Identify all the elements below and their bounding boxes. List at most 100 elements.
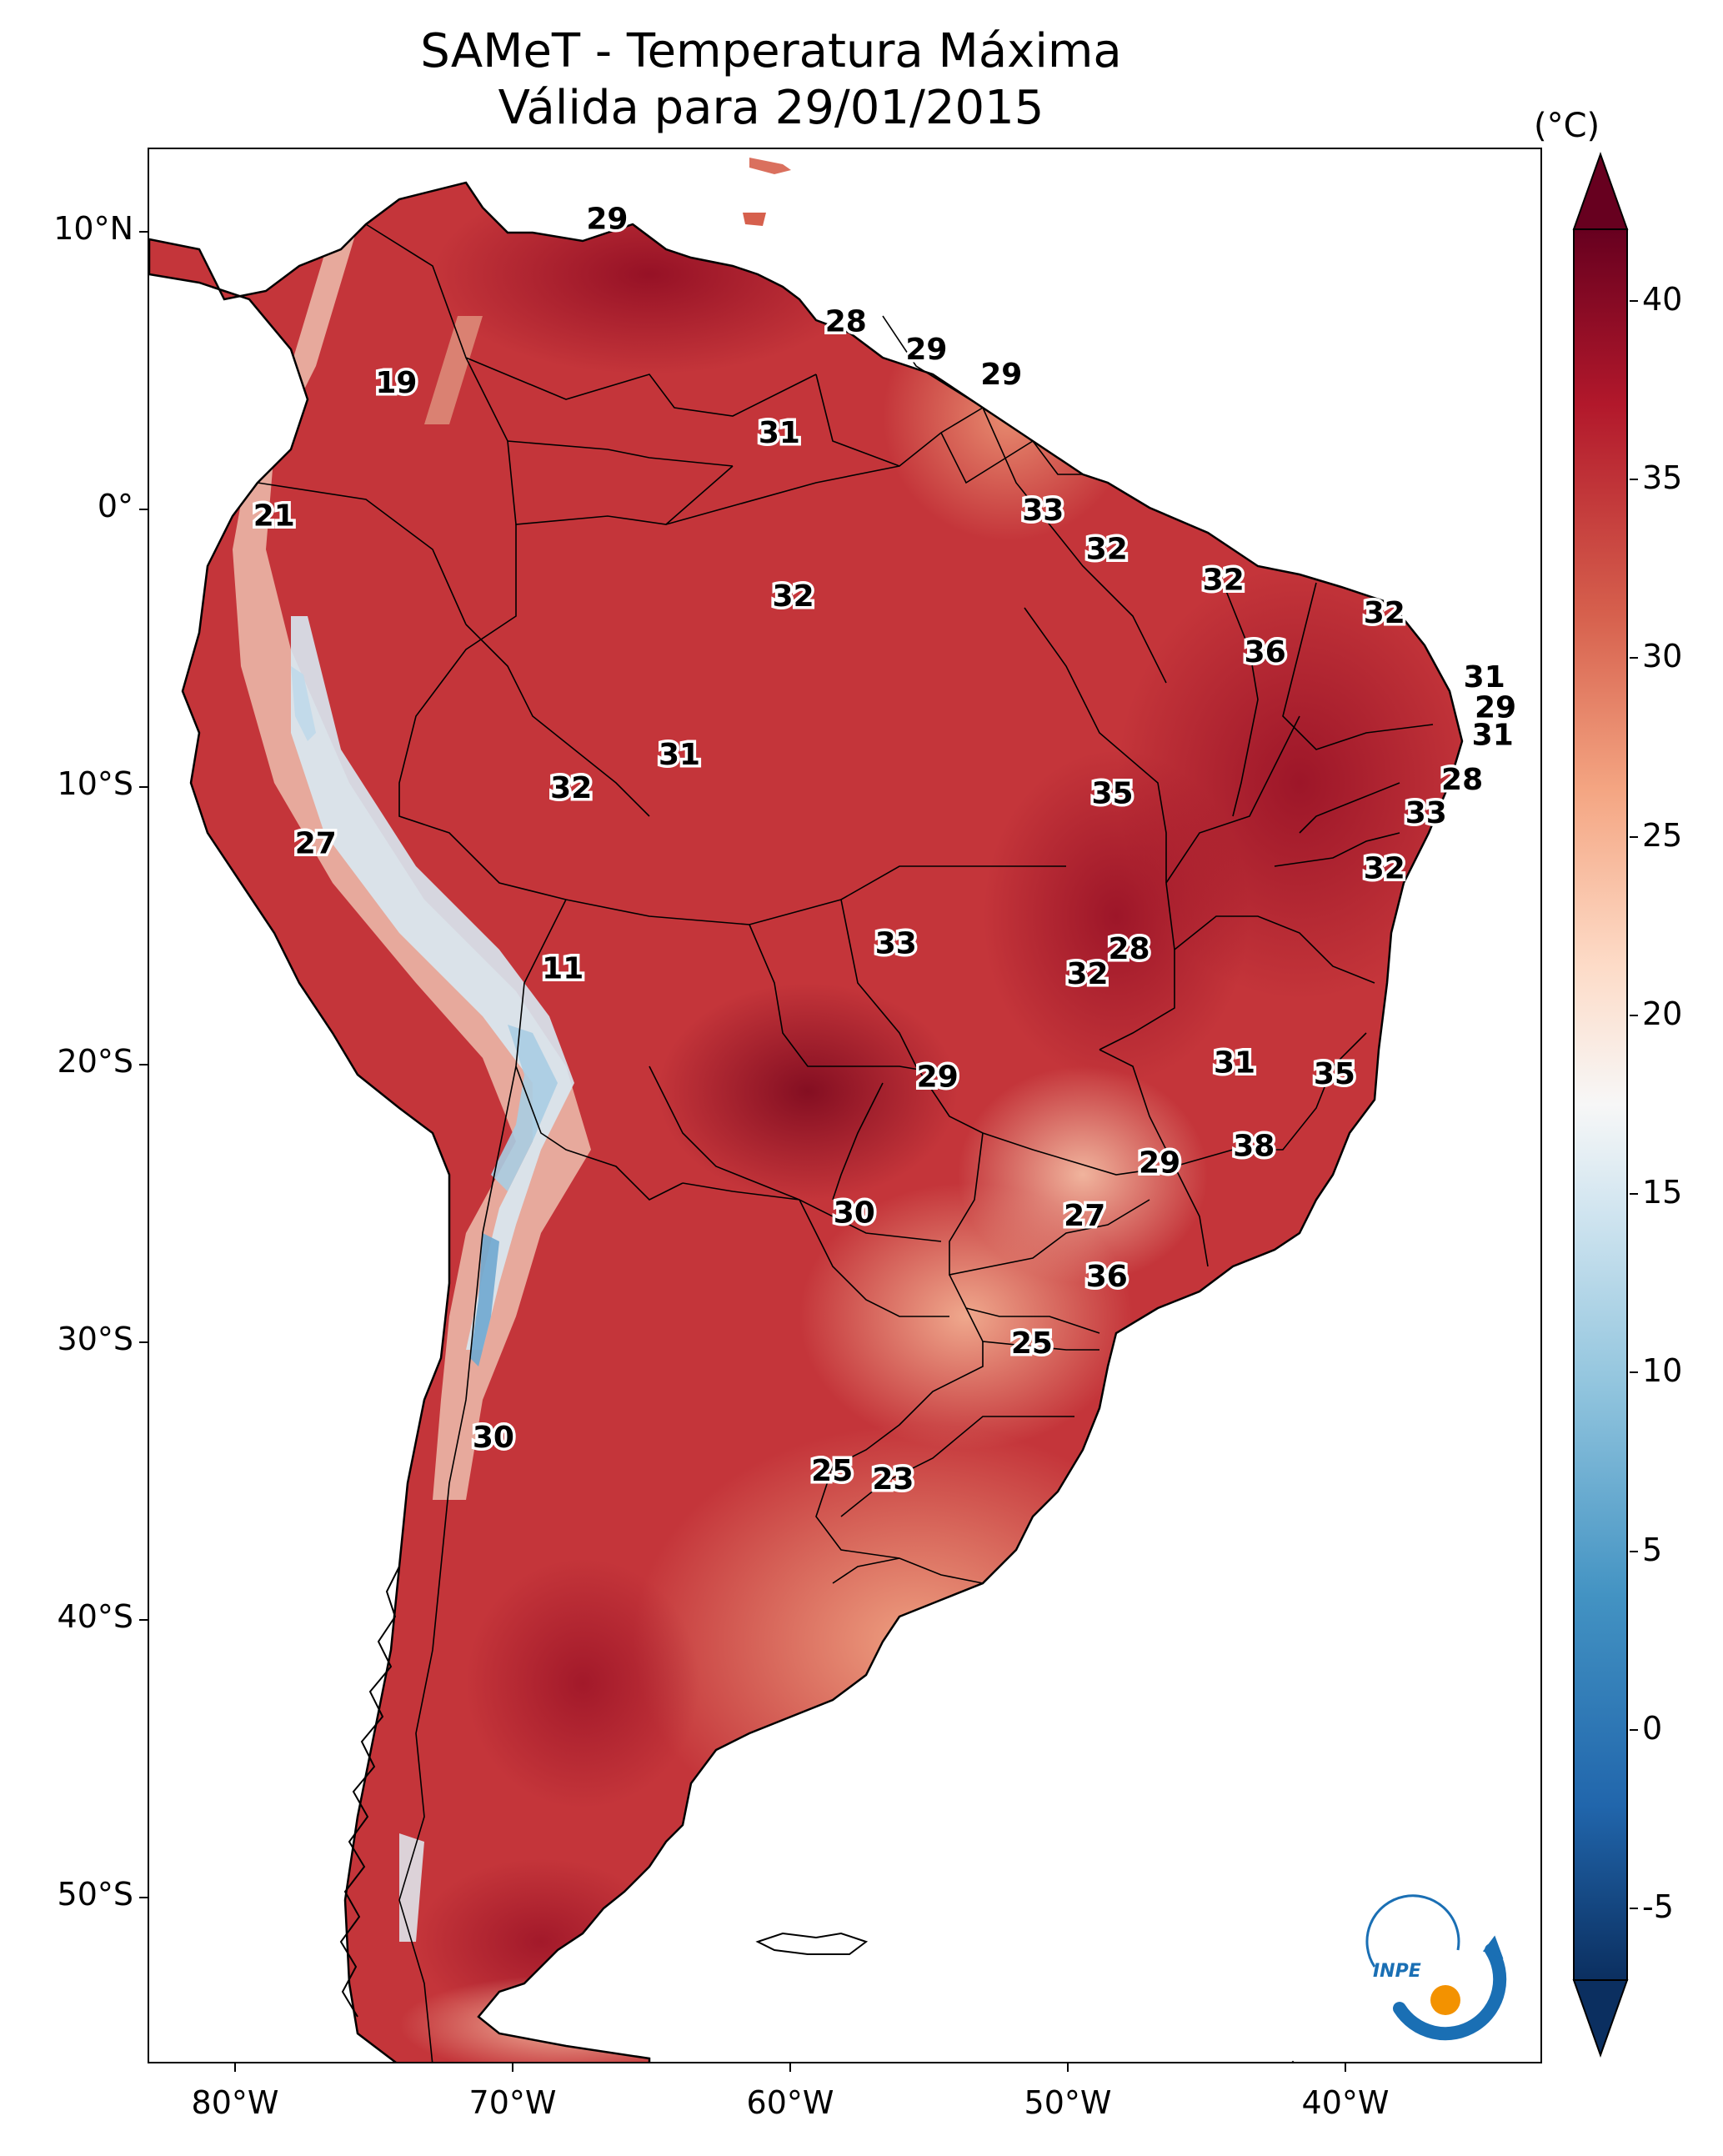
colorbar-tick-mark	[1630, 299, 1638, 302]
station-value-label: 29	[586, 202, 628, 236]
station-value-label: 25	[811, 1454, 853, 1488]
colorbar-tick-mark	[1630, 1550, 1638, 1552]
lon-tick-mark	[234, 2063, 236, 2072]
falkland-islands	[755, 1932, 869, 1955]
fjord-coast	[339, 1566, 400, 2018]
colorbar-extend-max	[1572, 152, 1629, 230]
colorbar-tick-label: 25	[1642, 816, 1683, 854]
station-value-label: 32	[1364, 596, 1405, 630]
colorbar-tick-label: 30	[1642, 638, 1683, 675]
station-value-label: 32	[1066, 957, 1108, 991]
station-value-label: 38	[1233, 1130, 1275, 1164]
lat-tick-mark	[139, 231, 148, 233]
station-value-label: 32	[1203, 563, 1245, 597]
colorbar-tick-mark	[1630, 1014, 1638, 1016]
station-value-label: 35	[1314, 1057, 1355, 1091]
colorbar-tick-label: -5	[1642, 1888, 1674, 1926]
station-value-label: 36	[1245, 635, 1286, 669]
lon-tick-mark	[512, 2063, 513, 2072]
colorbar-tick-label: 20	[1642, 995, 1683, 1032]
station-value-label: 31	[1214, 1046, 1255, 1081]
colorbar-tick-mark	[1630, 835, 1638, 838]
station-value-label: 36	[1086, 1260, 1128, 1294]
colorbar-tick-label: 10	[1642, 1352, 1683, 1390]
lon-tick-label: 50°W	[1024, 2084, 1112, 2121]
station-value-label: 32	[773, 579, 814, 614]
lat-tick-mark	[139, 786, 148, 788]
station-value-label: 11	[542, 951, 584, 985]
lat-tick-label: 10°S	[57, 765, 133, 802]
lon-tick-mark	[1345, 2063, 1346, 2072]
political-borders	[257, 223, 1434, 2062]
station-value-label: 31	[1464, 660, 1505, 694]
station-value-label: 31	[759, 416, 800, 450]
station-value-label: 29	[980, 358, 1022, 392]
station-value-label: 28	[1441, 763, 1483, 797]
station-value-label: 30	[473, 1421, 514, 1455]
colorbar-tick-mark	[1630, 479, 1638, 480]
lat-tick-mark	[139, 1619, 148, 1621]
map-title-line1: SAMeT - Temperatura Máxima	[420, 24, 1122, 78]
lat-tick-mark	[139, 509, 148, 510]
station-value-label: 31	[659, 738, 700, 772]
station-value-label: 30	[834, 1196, 875, 1231]
station-value-label: 27	[1064, 1199, 1105, 1233]
station-value-label: 28	[825, 305, 867, 339]
lon-tick-label: 60°W	[746, 2084, 834, 2121]
station-value-label: 23	[872, 1462, 914, 1497]
inpe-logo-text: INPE	[1373, 1961, 1421, 1982]
station-value-label: 33	[1405, 796, 1447, 830]
colorbar-tick-label: 40	[1642, 280, 1683, 318]
lon-tick-mark	[1067, 2063, 1069, 2072]
lon-tick-label: 80°W	[191, 2084, 279, 2121]
station-value-label: 33	[875, 927, 917, 961]
lat-tick-label: 40°S	[57, 1598, 133, 1635]
station-value-label: 29	[917, 1060, 959, 1094]
lat-tick-label: 20°S	[57, 1043, 133, 1080]
colorbar-tick-label: 0	[1642, 1710, 1663, 1747]
station-value-label: 25	[1011, 1326, 1053, 1361]
station-value-label: 28	[1108, 932, 1150, 966]
colorbar-tick-mark	[1630, 1371, 1638, 1374]
map-panel[interactable]: 29 28 29 29 19 31 21 33 32 32 32 32 36 31 29 31 31 32 28 35…	[148, 148, 1542, 2063]
colorbar-tick-mark	[1630, 657, 1638, 659]
colorbar-unit: (°C)	[1534, 107, 1600, 145]
inpe-logo: INPE	[1365, 1894, 1507, 2041]
lat-tick-mark	[139, 1341, 148, 1343]
lat-tick-mark	[139, 1897, 148, 1898]
lat-tick-label: 30°S	[57, 1321, 133, 1357]
station-value-label: 33	[1022, 494, 1064, 528]
map-title: SAMeT - Temperatura Máxima Válida para 2…	[0, 23, 1542, 137]
lat-tick-label: 0°	[97, 488, 133, 524]
station-value-label: 19	[375, 366, 417, 400]
colorbar	[1572, 152, 1629, 2058]
lat-tick-mark	[139, 1064, 148, 1065]
station-value-label: 31	[1472, 719, 1514, 753]
station-value-label: 35	[1091, 777, 1133, 811]
lat-tick-label: 50°S	[57, 1876, 133, 1913]
lat-tick-label: 10°N	[53, 210, 133, 247]
colorbar-tick-mark	[1630, 1193, 1638, 1196]
coastline	[149, 181, 1464, 2062]
station-value-label: 29	[1139, 1146, 1180, 1181]
colorbar-tick-label: 5	[1642, 1531, 1663, 1568]
temperature-field	[149, 183, 1462, 2062]
colorbar-extend-min	[1572, 1979, 1629, 2058]
colorbar-tick-label: 15	[1642, 1174, 1683, 1211]
station-value-label: 32	[550, 771, 592, 805]
map-title-line2: Válida para 29/01/2015	[498, 81, 1044, 135]
lon-tick-mark	[789, 2063, 791, 2072]
station-value-label: 32	[1086, 533, 1128, 567]
station-value-label: 29	[905, 333, 947, 367]
station-value-label: 29	[1475, 690, 1516, 725]
station-value-label: 21	[253, 499, 295, 534]
lon-tick-label: 40°W	[1301, 2084, 1390, 2121]
colorbar-tick-label: 35	[1642, 459, 1683, 496]
colorbar-tick-mark	[1630, 1908, 1638, 1910]
colorbar-tick-mark	[1630, 1729, 1638, 1731]
station-value-label: 27	[295, 827, 337, 861]
station-value-label: 32	[1364, 852, 1405, 886]
colorbar-gradient	[1573, 228, 1628, 1981]
